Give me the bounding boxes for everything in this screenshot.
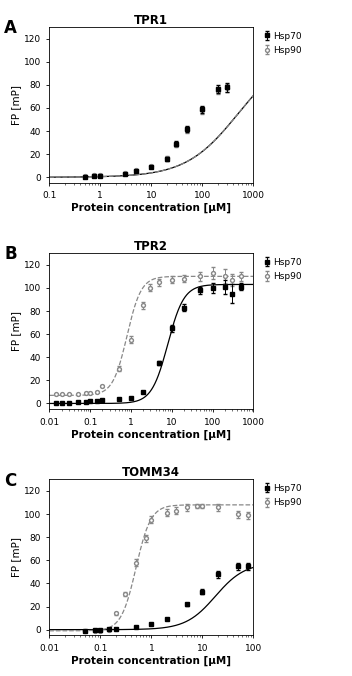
- Y-axis label: FP [mP]: FP [mP]: [11, 85, 21, 125]
- X-axis label: Protein concentration [μM]: Protein concentration [μM]: [71, 203, 231, 214]
- X-axis label: Protein concentration [μM]: Protein concentration [μM]: [71, 429, 231, 439]
- Legend: Hsp70, Hsp90: Hsp70, Hsp90: [264, 484, 302, 508]
- Y-axis label: FP [mP]: FP [mP]: [11, 537, 21, 577]
- Legend: Hsp70, Hsp90: Hsp70, Hsp90: [264, 258, 302, 281]
- Text: B: B: [4, 245, 17, 264]
- Text: C: C: [4, 472, 17, 489]
- Title: TPR2: TPR2: [134, 240, 168, 254]
- Legend: Hsp70, Hsp90: Hsp70, Hsp90: [264, 32, 302, 55]
- Text: A: A: [4, 19, 17, 37]
- Title: TPR1: TPR1: [134, 14, 168, 27]
- Y-axis label: FP [mP]: FP [mP]: [11, 311, 21, 352]
- X-axis label: Protein concentration [μM]: Protein concentration [μM]: [71, 656, 231, 666]
- Title: TOMM34: TOMM34: [122, 466, 180, 479]
